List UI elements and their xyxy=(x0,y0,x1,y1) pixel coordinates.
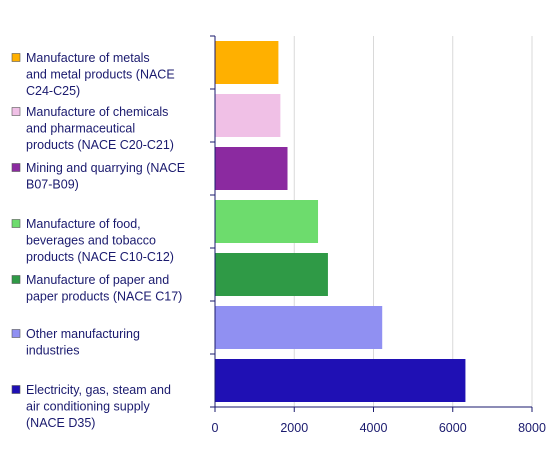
legend-swatch xyxy=(11,385,21,394)
legend-label: paper products (NACE C17) xyxy=(26,290,182,304)
bar xyxy=(215,41,279,84)
legend-swatch xyxy=(11,107,21,116)
grid-lines xyxy=(293,36,533,407)
legend-item: Manufacture of chemicals and pharmaceutic… xyxy=(11,105,174,152)
legend-label: Manufacture of paper and xyxy=(26,273,169,287)
x-tick-label: 8000 xyxy=(518,421,546,435)
legend-label: Manufacture of food, xyxy=(26,217,141,231)
legend-label: industries xyxy=(26,344,80,358)
legend-item: Manufacture of paper and paper products (… xyxy=(11,273,182,304)
legend-item: Electricity, gas, steam and air condition… xyxy=(11,383,171,430)
legend-label: Manufacture of chemicals xyxy=(26,105,168,119)
legend-label: B07-B09) xyxy=(26,178,79,192)
legend-label: products (NACE C20-C21) xyxy=(26,138,174,152)
bar xyxy=(215,359,466,402)
bars xyxy=(215,41,466,402)
x-tick-label: 6000 xyxy=(439,421,467,435)
legend-swatch xyxy=(11,163,21,172)
legend-label: products (NACE C10-C12) xyxy=(26,250,174,264)
legend-label: beverages and tobacco xyxy=(26,234,156,248)
legend-label: air conditioning supply xyxy=(26,400,150,414)
legend-label: Mining and quarrying (NACE xyxy=(26,161,185,175)
bar xyxy=(215,147,288,190)
legend-label: Electricity, gas, steam and xyxy=(26,383,171,397)
legend-label: Manufacture of metals xyxy=(26,51,150,65)
legend-label: and metal products (NACE xyxy=(26,68,175,82)
bar xyxy=(215,200,319,243)
legend-swatch xyxy=(11,53,21,62)
bar xyxy=(215,253,328,296)
legend-label: and pharmaceutical xyxy=(26,122,135,136)
legend-label: C24-C25) xyxy=(26,84,80,98)
legend-item: Manufacture of metals and metal products … xyxy=(11,51,175,98)
legend-label: Other manufacturing xyxy=(26,327,140,341)
legend-item: Other manufacturing industries xyxy=(11,327,140,358)
x-tick-label: 4000 xyxy=(360,421,388,435)
legend-item: Manufacture of food, beverages and tobacc… xyxy=(11,217,174,264)
legend: Manufacture of metals and metal products … xyxy=(11,51,185,430)
legend-swatch xyxy=(11,219,21,228)
bar xyxy=(215,94,281,137)
legend-swatch xyxy=(11,329,21,338)
x-tick-labels: 0 2000 4000 6000 8000 xyxy=(212,407,546,435)
legend-swatch xyxy=(11,275,21,284)
bar xyxy=(215,306,383,349)
x-tick-label: 0 xyxy=(212,421,219,435)
legend-label: (NACE D35) xyxy=(26,416,95,430)
legend-item: Mining and quarrying (NACE B07-B09) xyxy=(11,161,185,192)
x-tick-label: 2000 xyxy=(280,421,308,435)
